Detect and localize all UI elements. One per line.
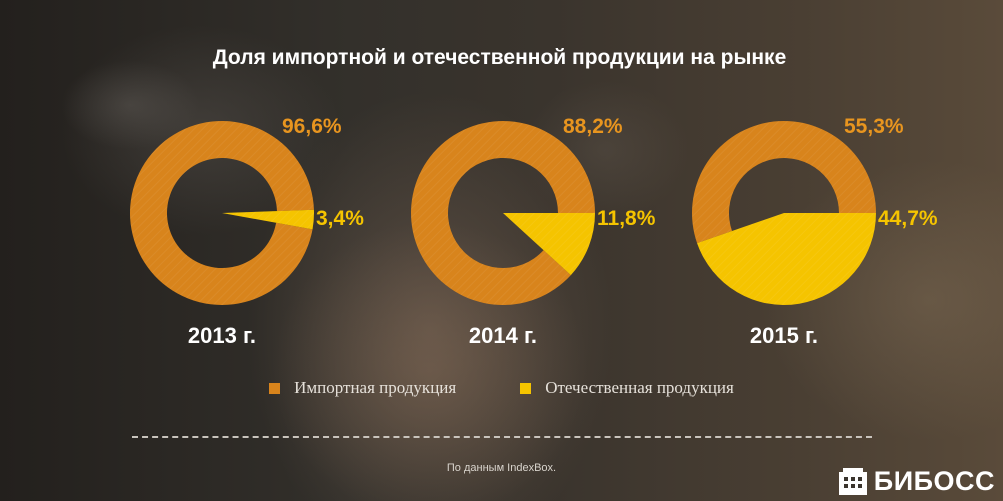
import-slice-texture: [130, 121, 314, 306]
building-icon: [838, 467, 867, 495]
legend-label-domestic: Отечественная продукция: [545, 378, 734, 397]
chart-title-text: Доля импортной и отечественной продукции…: [212, 46, 787, 69]
import-value-label: 55,3%: [844, 115, 904, 138]
year-label: 2015 г.: [750, 323, 818, 348]
donut-chart-2: 88,2% 11,8% 2014 г.: [411, 115, 656, 348]
donut-chart-1: 96,6% 3,4% 2013 г.: [130, 115, 364, 348]
legend-item-import: Импортная продукция: [269, 378, 456, 398]
legend-item-domestic: Отечественная продукция: [520, 378, 734, 398]
domestic-value-label: 44,7%: [878, 207, 938, 230]
dashed-divider: [132, 436, 872, 438]
domestic-slice-texture: [222, 209, 315, 230]
domestic-value-label: 11,8%: [597, 207, 656, 230]
domestic-slice-texture: [503, 213, 595, 276]
brand-logo: БИБОСС: [838, 466, 995, 497]
domestic-slice-texture: [697, 213, 876, 305]
import-value-label: 88,2%: [563, 115, 623, 138]
legend: Импортная продукция Отечественная продук…: [0, 378, 1003, 398]
import-value-label: 96,6%: [282, 115, 342, 138]
import-slice-texture: [411, 121, 595, 305]
year-label: 2013 г.: [188, 323, 256, 348]
domestic-value-label: 3,4%: [316, 207, 364, 230]
brand-logo-text: БИБОСС: [873, 466, 995, 496]
legend-swatch-import: [269, 382, 281, 394]
chart-title: Доля импортной и отечественной продукции…: [0, 46, 1003, 70]
source-note: По данным IndexBox.: [446, 462, 557, 474]
import-slice-texture: [692, 120, 876, 244]
legend-swatch-domestic: [520, 382, 532, 394]
donut-chart-3: 55,3% 44,7% 2015 г.: [692, 115, 938, 348]
legend-label-import: Импортная продукция: [294, 378, 457, 397]
year-label: 2014 г.: [469, 323, 537, 348]
